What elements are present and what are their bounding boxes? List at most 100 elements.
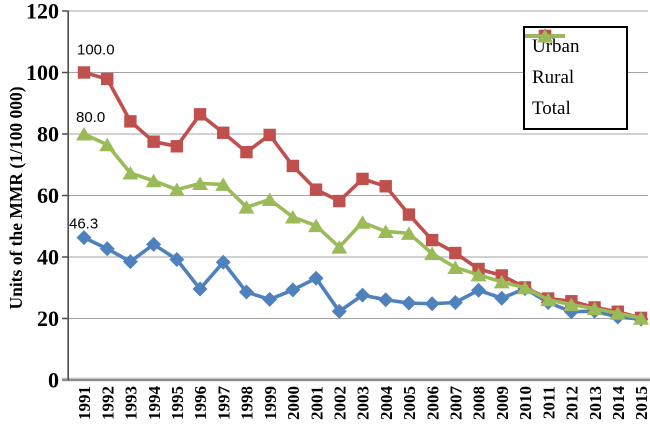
urban-marker: [238, 284, 254, 300]
x-tick-label: 1997: [214, 386, 233, 421]
total-marker: [493, 274, 510, 289]
x-tick-label: 1999: [261, 386, 280, 420]
total-marker: [122, 166, 139, 180]
total-line-marker-icon: [525, 29, 565, 43]
total-marker: [192, 176, 209, 191]
x-tick-label: 2005: [400, 386, 419, 420]
rural-marker: [170, 140, 184, 153]
x-axis-line: [62, 378, 650, 382]
urban-marker: [146, 236, 162, 252]
urban-line: [83, 236, 642, 321]
urban-marker: [99, 241, 115, 257]
x-tick-label: 2013: [586, 386, 605, 420]
data-label: 80.0: [76, 109, 105, 126]
rural-marker: [333, 194, 346, 208]
total-marker: [516, 280, 533, 295]
y-tick-label: 20: [37, 306, 59, 331]
urban-marker: [331, 303, 347, 319]
total-marker: [238, 200, 255, 214]
total-marker: [99, 137, 116, 152]
total-marker: [284, 210, 301, 224]
rural-marker: [77, 66, 91, 79]
total-marker: [261, 192, 278, 206]
urban-marker: [169, 251, 185, 267]
rural-marker: [309, 183, 323, 196]
total-marker: [76, 127, 92, 141]
total-marker: [447, 260, 464, 274]
x-tick-label: 1994: [145, 386, 164, 421]
urban-marker: [494, 290, 510, 306]
legend-item-total: Total: [525, 29, 626, 120]
urban-marker: [378, 292, 394, 308]
x-tick-label: 2002: [330, 386, 349, 420]
urban-marker: [471, 282, 487, 298]
x-tick-label: 2003: [354, 386, 373, 420]
y-tick-label: 100: [26, 60, 59, 85]
urban-marker: [355, 287, 370, 303]
x-tick-label: 2009: [493, 386, 512, 420]
rural-marker: [101, 72, 114, 86]
urban-marker: [122, 254, 138, 270]
data-label: 100.0: [77, 42, 115, 59]
x-tick-label: 1993: [122, 386, 141, 420]
data-label: 46.3: [69, 216, 98, 233]
rural-marker: [124, 115, 137, 128]
total-marker: [331, 240, 348, 254]
legend-label-total: Total: [532, 98, 571, 120]
y-tick-label: 60: [37, 183, 59, 208]
x-tick-label: 2000: [284, 386, 303, 420]
y-tick-label: 0: [48, 368, 59, 393]
rural-marker: [217, 126, 230, 139]
rural-marker: [263, 128, 276, 142]
legend: Urban Rural Total: [523, 26, 628, 130]
rural-marker: [193, 108, 207, 121]
urban-marker: [262, 291, 278, 307]
total-marker: [400, 226, 417, 240]
x-tick-label: 2015: [632, 386, 650, 420]
urban-marker: [285, 282, 301, 298]
x-tick-label: 2010: [516, 386, 535, 420]
total-marker: [377, 224, 394, 238]
total-marker: [633, 311, 649, 325]
x-tick-label: 2011: [539, 386, 558, 419]
rural-marker: [147, 135, 160, 148]
x-tick-label: 2004: [377, 386, 396, 421]
total-marker: [586, 301, 603, 316]
rural-marker: [425, 233, 439, 247]
y-tick-label: 40: [37, 245, 59, 270]
x-tick-label: 1998: [238, 386, 257, 420]
y-tick-label: 80: [37, 122, 59, 147]
total-marker: [470, 267, 487, 282]
urban-marker: [424, 296, 440, 312]
x-tick-label: 2014: [609, 386, 628, 421]
urban-marker: [308, 270, 324, 286]
total-marker: [609, 306, 626, 320]
y-tick-label: 120: [26, 0, 59, 24]
rural-marker: [240, 145, 253, 159]
rural-marker: [379, 180, 392, 193]
x-tick-label: 1991: [75, 386, 94, 420]
x-tick-label: 1996: [191, 386, 210, 420]
x-tick-label: 2001: [307, 386, 326, 420]
urban-marker: [401, 295, 417, 311]
x-tick-label: 2012: [563, 386, 582, 420]
x-axis-highlight: [62, 377, 650, 379]
rural-marker: [286, 159, 300, 173]
total-marker: [215, 177, 232, 191]
total-marker: [308, 218, 325, 233]
urban-marker: [192, 281, 208, 297]
x-tick-label: 2007: [447, 386, 466, 421]
urban-marker: [447, 295, 463, 311]
total-marker: [424, 246, 441, 261]
x-tick-label: 2008: [470, 386, 489, 420]
x-tick-label: 2006: [423, 386, 442, 420]
total-marker: [168, 182, 185, 197]
x-tick-label: 1995: [168, 386, 187, 420]
x-tick-label: 1992: [98, 386, 117, 420]
rural-marker: [402, 208, 416, 221]
urban-marker: [215, 254, 231, 270]
total-marker: [563, 297, 580, 312]
total-marker: [145, 173, 162, 188]
